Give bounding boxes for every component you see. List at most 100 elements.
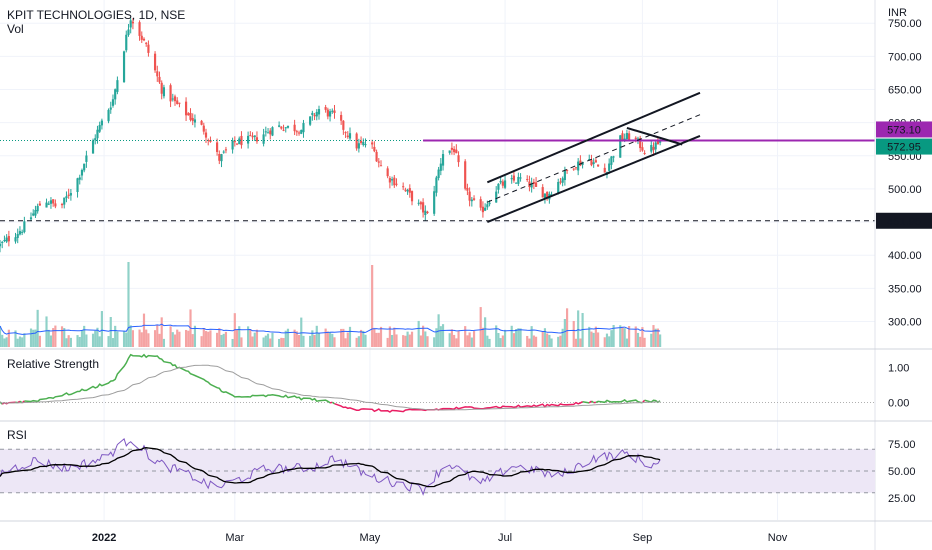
candle-body xyxy=(247,135,250,144)
volume-bar xyxy=(594,326,597,347)
volume-bar xyxy=(153,330,157,347)
candle-body xyxy=(608,163,611,171)
candle-body xyxy=(127,29,130,35)
candle-body xyxy=(284,127,287,129)
volume-bar xyxy=(561,328,564,347)
volume-bar xyxy=(63,328,66,347)
volume-bar xyxy=(83,325,86,347)
volume-bar xyxy=(313,334,316,347)
volume-bar xyxy=(47,329,50,347)
candle-body xyxy=(517,176,520,184)
volume-bar xyxy=(262,337,265,347)
volume-bar xyxy=(563,319,566,347)
candle-body xyxy=(38,203,41,206)
volume-bar xyxy=(156,324,159,347)
candle-body xyxy=(636,138,640,140)
price-tick-label: 350.00 xyxy=(888,283,922,295)
candle-body xyxy=(125,34,128,51)
volume-bar xyxy=(534,336,538,347)
candle-body xyxy=(264,131,267,133)
candle-body xyxy=(216,142,219,152)
candle-body xyxy=(282,129,285,131)
channel-mid-line xyxy=(487,114,701,203)
volume-bar xyxy=(479,307,482,347)
candle-body xyxy=(377,161,380,163)
volume-bar xyxy=(54,325,57,347)
volume-bar xyxy=(628,326,631,347)
volume-bar xyxy=(528,338,531,347)
volume-bar xyxy=(526,335,529,347)
volume-bar xyxy=(21,337,24,347)
candle-body xyxy=(178,102,181,104)
candle-body xyxy=(60,204,64,206)
support-badge-bg xyxy=(876,212,932,229)
volume-bar xyxy=(284,330,287,347)
volume-bar xyxy=(5,337,8,347)
volume-bar xyxy=(495,325,498,347)
volume-bar xyxy=(202,328,205,347)
volume-bar xyxy=(652,325,655,347)
candle-body xyxy=(202,125,205,132)
rs-line xyxy=(591,400,595,404)
candle-body xyxy=(313,115,316,117)
volume-bar xyxy=(264,335,267,347)
candle-body xyxy=(371,142,374,145)
volume-bar xyxy=(603,337,606,347)
candle-body xyxy=(515,182,518,184)
volume-bar xyxy=(34,329,37,347)
volume-bar xyxy=(238,326,241,347)
volume-bar xyxy=(605,333,609,347)
candle-body xyxy=(530,183,533,188)
volume-bar xyxy=(610,330,613,347)
candle-body xyxy=(187,113,190,116)
volume-bar xyxy=(266,333,270,347)
volume-bar xyxy=(269,338,272,347)
candle-body xyxy=(94,138,97,141)
candle-body xyxy=(169,85,172,102)
candle-body xyxy=(171,98,174,100)
candle-body xyxy=(23,221,26,233)
volume-bar xyxy=(641,327,644,347)
candle-body xyxy=(240,135,243,146)
price-tick-label: 750.00 xyxy=(888,18,922,30)
candle-body xyxy=(280,126,283,129)
candle-body xyxy=(486,204,489,208)
volume-bar xyxy=(200,336,203,347)
candle-body xyxy=(91,140,95,154)
candle-body xyxy=(510,178,513,180)
volume-bar xyxy=(619,325,622,347)
candle-body xyxy=(497,183,500,190)
volume-bar xyxy=(441,324,445,347)
volume-bar xyxy=(107,336,110,347)
volume-bar xyxy=(67,335,70,347)
candle-body xyxy=(340,115,343,121)
volume-bar xyxy=(377,332,380,347)
candle-body xyxy=(328,111,332,117)
candle-body xyxy=(140,35,143,40)
candle-body xyxy=(503,180,507,188)
volume-bar xyxy=(176,329,179,347)
volume-bar xyxy=(393,327,396,347)
volume-bar xyxy=(207,331,210,347)
volume-bar xyxy=(45,316,48,347)
rs-line xyxy=(588,400,592,404)
rsi-title: RSI xyxy=(7,428,28,442)
volume-bar xyxy=(7,329,10,347)
volume-bar xyxy=(122,330,126,347)
candle-body xyxy=(391,179,394,181)
candle-body xyxy=(417,202,420,204)
candle-body xyxy=(233,140,236,143)
candle-body xyxy=(18,231,22,235)
candle-body xyxy=(176,100,179,105)
volume-bar xyxy=(550,338,553,347)
candle-body xyxy=(98,125,101,132)
rsi-ma-line xyxy=(0,447,661,488)
volume-bar xyxy=(532,335,535,347)
candle-body xyxy=(220,154,223,162)
volume-bar xyxy=(297,335,301,347)
volume-bar xyxy=(80,330,84,347)
candle-body xyxy=(641,147,644,151)
volume-bar xyxy=(530,326,533,347)
volume-bar xyxy=(65,338,68,347)
